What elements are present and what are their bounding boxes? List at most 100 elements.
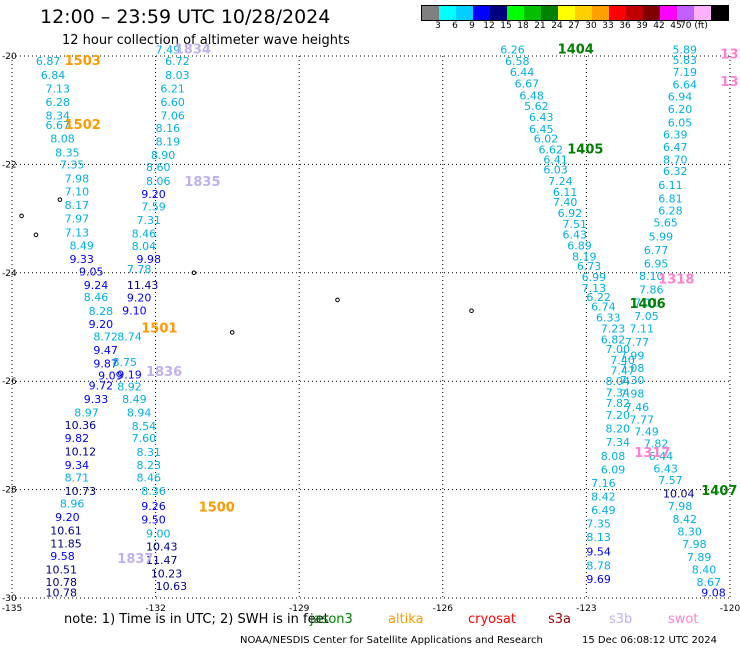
pass-number-label: 1835: [184, 175, 220, 190]
wave-height-value: 8.92: [117, 380, 142, 393]
wave-height-value: 6.05: [668, 116, 693, 129]
pass-number-label: 1500: [199, 500, 235, 515]
wave-height-value: 6.58: [505, 55, 530, 68]
wave-height-value: 6.74: [591, 301, 616, 314]
wave-height-value: 7.08: [620, 362, 645, 375]
wave-height-value: 9.34: [65, 459, 90, 472]
wave-height-value: 8.96: [60, 497, 85, 510]
wave-height-value: 7.11: [629, 322, 654, 335]
wave-height-value: 7.82: [606, 397, 631, 410]
wave-height-value: 7.13: [65, 226, 90, 239]
footer-note: note: 1) Time is in UTC; 2) SWH is in fe…: [64, 612, 329, 627]
satellite-legend-altika: altika: [388, 612, 424, 627]
pass-number-label: 1318: [658, 273, 694, 288]
satellite-legend-s3b: s3b: [609, 612, 633, 627]
latitude-tick-label: -24: [2, 269, 17, 279]
wave-height-value: 6.43: [562, 229, 587, 242]
wave-height-value: 8.28: [89, 305, 114, 318]
wave-height-value: 8.16: [156, 122, 181, 135]
wave-height-value: 9.87: [93, 358, 118, 371]
colorbar-label: 9: [469, 21, 475, 31]
wave-height-value: 6.82: [601, 333, 626, 346]
pass-number-label: 1317: [634, 446, 670, 461]
wave-height-value: 8.74: [117, 331, 142, 344]
wave-height-value: 9.58: [50, 550, 75, 563]
wave-height-value: 6.44: [510, 66, 535, 79]
wave-height-value: 6.03: [543, 164, 568, 177]
wave-height-value: 8.04: [606, 375, 631, 388]
wave-height-value: 6.72: [165, 55, 190, 68]
wave-height-value: 6.62: [539, 144, 564, 157]
pass-number-label: 1407: [701, 484, 737, 499]
longitude-tick-label: -126: [433, 604, 454, 614]
wave-height-value: 8.71: [65, 471, 90, 484]
colorbar-swatch: [473, 6, 490, 20]
colorbar-label: 39: [636, 21, 648, 31]
wave-height-value: 11.47: [146, 554, 178, 567]
island-marker: [335, 297, 340, 303]
wave-height-value: 5.62: [524, 100, 549, 113]
wave-height-value: 9.24: [84, 279, 109, 292]
satellite-legend-jason3: jason3: [310, 612, 353, 627]
wave-height-value: 7.77: [625, 336, 650, 349]
wave-height-value: 7.31: [136, 214, 161, 227]
wave-height-value: 8.35: [55, 146, 80, 159]
wave-height-value: 8.34: [46, 109, 71, 122]
longitude-tick-label: -129: [289, 604, 310, 614]
wave-height-value: 7.98: [65, 172, 90, 185]
wave-height-value: 7.78: [127, 263, 152, 276]
wave-height-value: 6.67: [46, 119, 71, 132]
wave-height-value: 10.73: [65, 485, 97, 498]
pass-number-label: 1503: [65, 54, 101, 69]
wave-height-value: 10.51: [46, 564, 78, 577]
wave-height-value: 6.43: [653, 462, 678, 475]
colorbar-swatch: [609, 6, 626, 20]
pass-number-label: 1320: [720, 48, 740, 63]
wave-height-value: 6.39: [663, 128, 688, 141]
wave-height-value: 6.22: [586, 291, 611, 304]
wave-height-value: 6.43: [529, 111, 554, 124]
wave-height-value: 8.06: [146, 175, 171, 188]
wave-height-value: 7.34: [606, 436, 631, 449]
colorbar-swatch: [558, 6, 575, 20]
colorbar-label: 3: [435, 21, 441, 31]
wave-height-value: 9.82: [65, 432, 90, 445]
latitude-tick-label: -26: [2, 377, 17, 387]
wave-height-value: 6.49: [591, 504, 616, 517]
wave-height-value: 8.72: [93, 331, 118, 344]
wave-height-value: 7.86: [639, 283, 664, 296]
wave-height-value: 5.89: [673, 43, 698, 56]
wave-height-value: 7.30: [620, 374, 645, 387]
colorbar-swatch: [524, 6, 541, 20]
colorbar-swatch: [422, 6, 439, 20]
wave-height-value: 8.94: [127, 406, 152, 419]
wave-height-value: 5.65: [653, 217, 678, 230]
longitude-tick-label: -120: [720, 604, 740, 614]
wave-height-value: 6.26: [500, 43, 525, 56]
wave-height-value: 10.43: [146, 540, 178, 553]
pass-number-label: 1406: [629, 297, 665, 312]
wave-height-value: 7.35: [586, 518, 611, 531]
satellite-legend-cryosat: cryosat: [468, 612, 516, 627]
wave-height-value: 9.08: [701, 586, 726, 599]
wave-height-value: 6.44: [649, 450, 674, 463]
wave-height-value: 10.61: [50, 525, 82, 538]
wave-height-value: 7.13: [46, 82, 71, 95]
wave-height-value: 5.99: [649, 230, 674, 243]
wave-height-value: 7.98: [682, 538, 707, 551]
wave-height-value: 9.10: [122, 305, 146, 318]
wave-height-value: 6.73: [577, 260, 602, 273]
wave-height-value: 8.30: [677, 526, 702, 539]
wave-height-value: 8.42: [591, 490, 616, 503]
wave-height-value: 6.11: [658, 179, 683, 192]
wave-height-value: 8.23: [136, 459, 161, 472]
wave-height-value: 6.11: [553, 186, 578, 199]
wave-height-value: 8.90: [151, 149, 176, 162]
wave-height-value: 8.20: [606, 423, 631, 436]
latitude-tick-label: -28: [2, 486, 17, 496]
wave-height-value: 7.13: [582, 282, 607, 295]
colorbar-swatch: [711, 6, 728, 20]
pass-number-label: 1836: [146, 365, 182, 380]
wave-height-value: 6.20: [668, 103, 693, 116]
